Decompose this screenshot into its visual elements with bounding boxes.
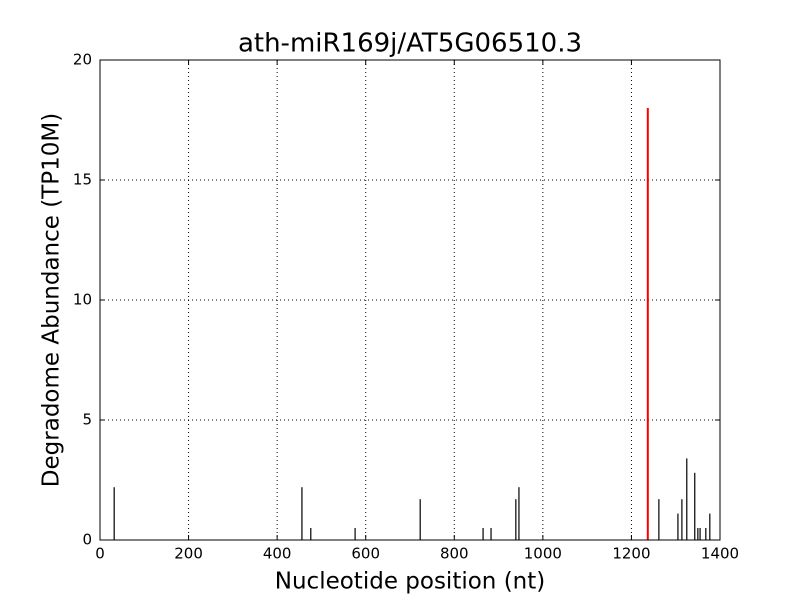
x-tick-label: 1200 xyxy=(612,545,650,563)
y-tick-label: 5 xyxy=(82,411,92,429)
x-tick-label: 800 xyxy=(440,545,469,563)
y-tick-label: 10 xyxy=(73,291,92,309)
x-tick-label: 600 xyxy=(351,545,380,563)
y-tick-label: 20 xyxy=(73,51,92,69)
x-tick-label: 200 xyxy=(174,545,203,563)
plot-frame xyxy=(99,59,721,541)
x-tick-label: 0 xyxy=(95,545,105,563)
y-tick-label: 15 xyxy=(73,171,92,189)
chart-title: ath-miR169j/AT5G06510.3 xyxy=(238,29,582,59)
y-tick-label: 0 xyxy=(82,531,92,549)
x-tick-label: 1000 xyxy=(524,545,562,563)
x-tick-label: 1400 xyxy=(701,545,739,563)
x-tick-label: 400 xyxy=(263,545,292,563)
x-axis-label: Nucleotide position (nt) xyxy=(275,569,545,595)
y-axis-label: Degradome Abundance (TP10M) xyxy=(39,113,65,487)
